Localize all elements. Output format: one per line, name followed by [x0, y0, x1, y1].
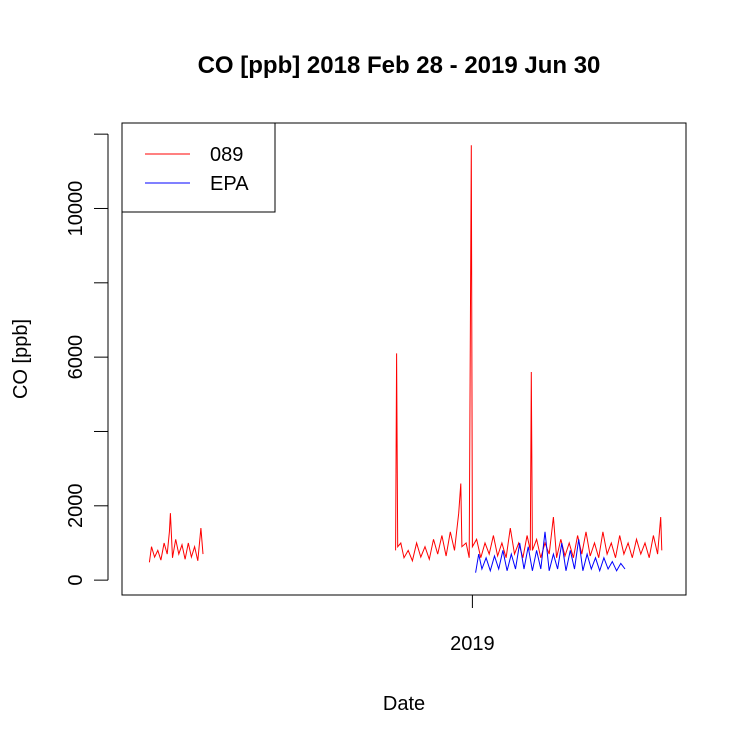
legend-label-089: 089	[210, 144, 243, 166]
x-axis: 2019	[450, 595, 495, 655]
y-tick-label-6000: 6000	[65, 335, 87, 380]
y-axis: 0 2000 6000 10000	[65, 133, 109, 586]
legend-box	[121, 122, 276, 213]
y-axis-label: CO [ppb]	[10, 319, 32, 399]
legend-label-epa: EPA	[210, 173, 249, 195]
series-layer	[148, 145, 663, 573]
y-tick-label-2000: 2000	[65, 484, 87, 529]
series-089-line-2	[395, 145, 663, 563]
series-089-line-1	[148, 513, 204, 563]
y-tick-label-0: 0	[65, 575, 87, 586]
x-axis-label: Date	[383, 693, 425, 715]
x-tick-label-2019: 2019	[450, 633, 495, 655]
y-tick-label-10000: 10000	[65, 181, 87, 237]
plot-frame	[121, 122, 687, 596]
series-epa-line-1	[475, 531, 626, 573]
chart-title: CO [ppb] 2018 Feb 28 - 2019 Jun 30	[198, 52, 601, 79]
legend: 089 EPA	[121, 122, 276, 213]
